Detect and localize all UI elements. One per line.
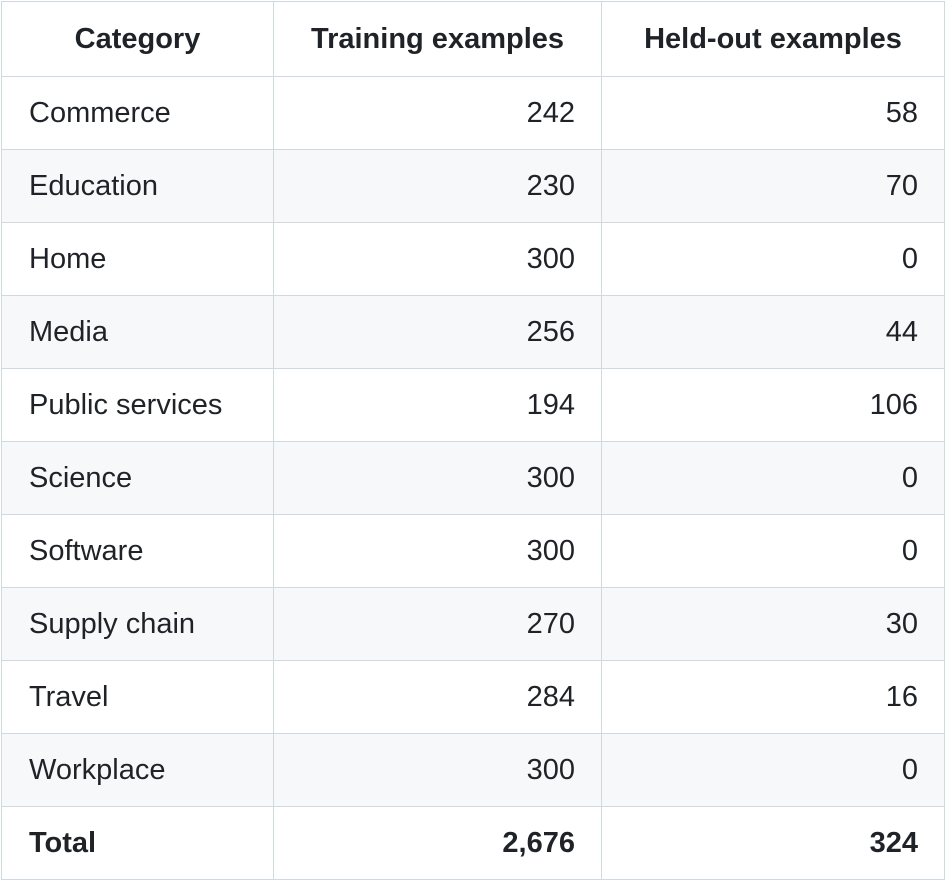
- number-cell: 2,676: [273, 806, 602, 880]
- table-body: Commerce 242 58 Education 230 70 Home 300 0 Media…: [1, 76, 945, 880]
- table-row: Commerce 242 58: [1, 76, 945, 150]
- table-row: Education 230 70: [1, 149, 945, 223]
- table-row: Public services 194 106: [1, 368, 945, 442]
- number-cell: 0: [601, 441, 945, 515]
- table-row: Software 300 0: [1, 514, 945, 588]
- category-cell: Workplace: [1, 733, 274, 807]
- category-cell: Total: [1, 806, 274, 880]
- number-cell: 106: [601, 368, 945, 442]
- number-cell: 270: [273, 587, 602, 661]
- number-cell: 70: [601, 149, 945, 223]
- header-row: Category Training examples Held-out exampl…: [1, 1, 945, 77]
- column-header: Held-out examples: [601, 1, 945, 77]
- number-cell: 194: [273, 368, 602, 442]
- column-header: Training examples: [273, 1, 602, 77]
- category-cell: Home: [1, 222, 274, 296]
- table-row: Home 300 0: [1, 222, 945, 296]
- number-cell: 300: [273, 514, 602, 588]
- number-cell: 44: [601, 295, 945, 369]
- category-cell: Media: [1, 295, 274, 369]
- number-cell: 256: [273, 295, 602, 369]
- category-cell: Education: [1, 149, 274, 223]
- table-row: Workplace 300 0: [1, 733, 945, 807]
- category-cell: Travel: [1, 660, 274, 734]
- number-cell: 0: [601, 733, 945, 807]
- table-row: Supply chain 270 30: [1, 587, 945, 661]
- category-cell: Software: [1, 514, 274, 588]
- table-row: Media 256 44: [1, 295, 945, 369]
- total-row: Total 2,676 324: [1, 806, 945, 880]
- category-cell: Public services: [1, 368, 274, 442]
- number-cell: 284: [273, 660, 602, 734]
- category-cell: Commerce: [1, 76, 274, 150]
- number-cell: 242: [273, 76, 602, 150]
- number-cell: 230: [273, 149, 602, 223]
- table-row: Science 300 0: [1, 441, 945, 515]
- number-cell: 0: [601, 222, 945, 296]
- category-cell: Science: [1, 441, 274, 515]
- number-cell: 30: [601, 587, 945, 661]
- number-cell: 16: [601, 660, 945, 734]
- number-cell: 324: [601, 806, 945, 880]
- number-cell: 58: [601, 76, 945, 150]
- number-cell: 300: [273, 733, 602, 807]
- category-cell: Supply chain: [1, 587, 274, 661]
- number-cell: 300: [273, 441, 602, 515]
- table-row: Travel 284 16: [1, 660, 945, 734]
- number-cell: 300: [273, 222, 602, 296]
- number-cell: 0: [601, 514, 945, 588]
- column-header: Category: [1, 1, 274, 77]
